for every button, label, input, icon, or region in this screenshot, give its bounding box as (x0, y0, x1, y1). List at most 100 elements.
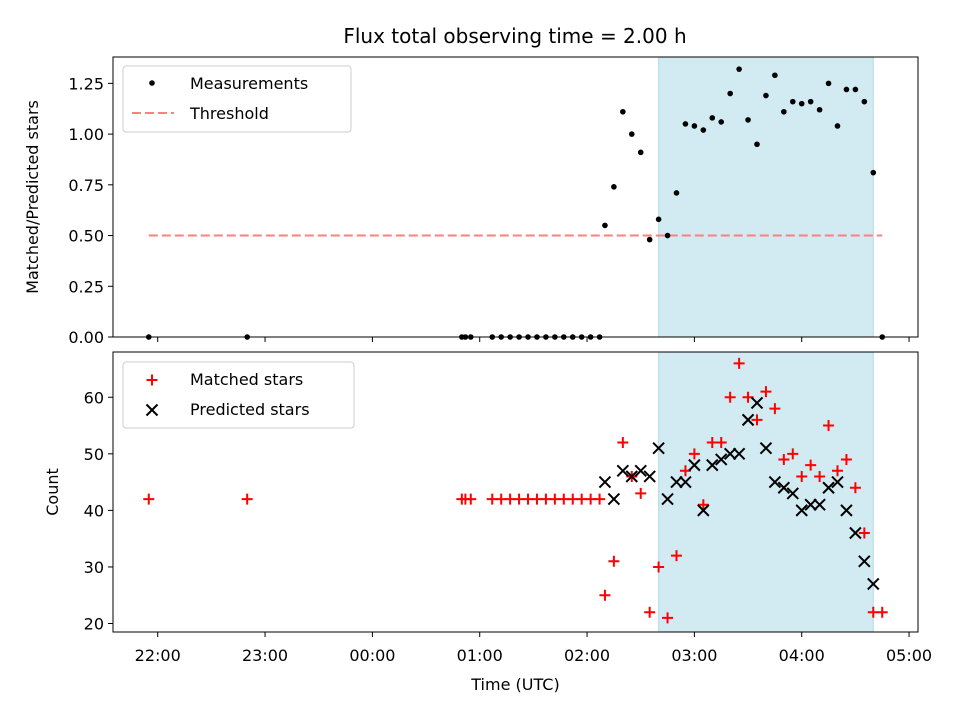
measurement-point (861, 98, 868, 105)
top-ytick-label: 1.25 (68, 74, 104, 93)
matched-star-point (688, 448, 700, 460)
bottom-ytick-label: 60 (84, 388, 104, 407)
predicted-star-point (741, 413, 755, 427)
bottom-xtick-label: 05:00 (886, 646, 932, 665)
predicted-star-point (643, 470, 656, 483)
measurement-point (852, 86, 859, 93)
matched-star-point (876, 606, 888, 618)
bottom-legend: Matched stars Predicted stars (122, 361, 355, 429)
matched-star-point (671, 550, 682, 562)
matched-star-point (858, 527, 870, 539)
predicted-star-point (652, 441, 665, 455)
matched-star-point (599, 589, 611, 601)
matched-star-point (617, 437, 629, 449)
measurement-point (754, 141, 760, 148)
top-ytick-label: 1.00 (68, 125, 104, 144)
matched-star-point (751, 414, 763, 426)
predicted-star-point (661, 492, 674, 506)
matched-star-point (769, 403, 781, 415)
measurement-point (664, 232, 671, 239)
predicted-star-point (715, 453, 728, 466)
measurement-point (682, 121, 689, 127)
bottom-xtick-label: 03:00 (671, 646, 717, 665)
predicted-star-point (634, 464, 647, 477)
predicted-star-point (607, 492, 621, 506)
matched-star-point (849, 482, 861, 494)
predicted-star-point (768, 475, 782, 489)
bottom-legend-box (122, 361, 355, 429)
top-ytick-label: 0.25 (68, 277, 104, 296)
bottom-xtick-label: 01:00 (457, 646, 503, 665)
legend-marker-measurements (149, 80, 155, 86)
legend-label-matched: Matched stars (190, 370, 303, 389)
measurement-point (718, 119, 725, 125)
measurement-point (736, 66, 742, 72)
predicted-star-point (679, 475, 692, 489)
matched-star-point (796, 470, 808, 482)
predicted-star-point (795, 504, 808, 517)
top-axes-frame (112, 56, 919, 338)
predicted-star-point (616, 464, 630, 477)
bottom-xtick-label: 00:00 (349, 646, 395, 665)
measurement-point (646, 236, 653, 243)
measurement-point (602, 222, 608, 229)
top-legend: Measurements Threshold (122, 65, 352, 133)
matched-star-point (805, 459, 817, 471)
matched-star-point (814, 470, 826, 482)
chart-title: Flux total observing time = 2.00 h (343, 24, 686, 48)
predicted-star-point (849, 526, 862, 540)
matched-star-point (465, 493, 477, 505)
matched-star-point (697, 499, 709, 511)
measurement-point (727, 90, 733, 97)
predicted-star-point (625, 470, 638, 483)
matched-star-point (653, 561, 665, 573)
top-ytick-label: 0.50 (68, 227, 104, 246)
measurement-point (655, 216, 662, 223)
predicted-star-point (831, 475, 844, 489)
measurement-point (620, 108, 626, 115)
predicted-star-point (706, 458, 719, 472)
bottom-ytick-label: 50 (84, 445, 104, 464)
predicted-star-point (786, 487, 799, 500)
predicted-star-point (697, 504, 710, 517)
bottom-xtick-label: 23:00 (242, 646, 288, 665)
matched-star-point (760, 386, 772, 398)
matched-star-point (840, 453, 852, 465)
matched-star-point (608, 555, 620, 567)
measurement-point (673, 190, 680, 196)
measurement-point (700, 127, 707, 133)
measurement-point (745, 117, 751, 123)
top-ytick-label: 0.75 (68, 176, 104, 195)
predicted-star-point (840, 504, 853, 517)
predicted-star-point (813, 498, 826, 511)
predicted-star-point (759, 441, 773, 455)
top-shaded-region (658, 56, 874, 338)
bottom-shaded-region (658, 351, 874, 633)
measurement-point (637, 149, 644, 156)
bottom-xtick-label: 04:00 (779, 646, 825, 665)
predicted-star-point (804, 498, 817, 511)
bottom-xtick-label: 22:00 (135, 646, 181, 665)
matched-star-point (635, 487, 647, 499)
matched-star-point (644, 606, 656, 618)
bottom-xtick-label: 02:00 (564, 646, 610, 665)
matched-star-point (733, 357, 745, 369)
measurement-point (763, 92, 769, 99)
x-axis-label: Time (UTC) (470, 675, 559, 694)
top-legend-box (122, 65, 352, 133)
top-ytick-label: 0.00 (68, 328, 104, 347)
legend-marker-predicted (145, 403, 159, 417)
measurement-point (816, 106, 823, 113)
bottom-panel: 20 30 40 50 60 22:00 23:00 00:00 01:00 02:00 03:00… (43, 351, 932, 694)
matched-star-point (241, 493, 253, 505)
predicted-star-point (688, 458, 701, 472)
measurement-point (772, 72, 778, 79)
matched-star-point (823, 420, 835, 432)
legend-label-predicted: Predicted stars (190, 400, 310, 419)
matched-star-point (832, 465, 843, 477)
bottom-ytick-label: 30 (84, 558, 104, 577)
predicted-star-point (777, 481, 791, 494)
measurement-point (611, 184, 617, 190)
bottom-axes-frame (112, 351, 919, 633)
predicted-star-point (867, 577, 880, 591)
